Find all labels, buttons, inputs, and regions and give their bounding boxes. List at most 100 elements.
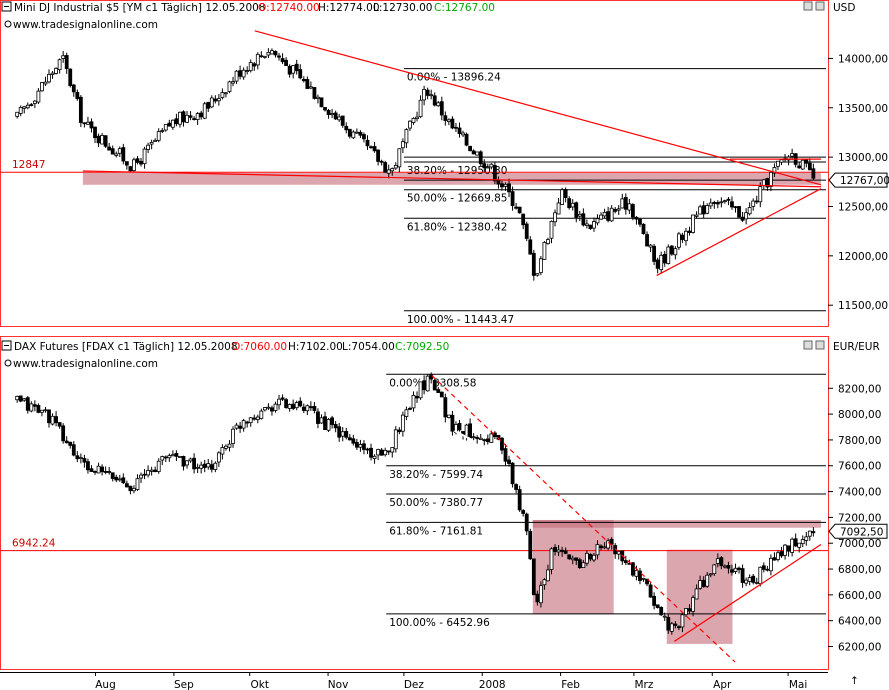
candle-body (468, 145, 473, 152)
trendline (431, 374, 736, 663)
candle-body (202, 463, 207, 468)
candle-body (206, 101, 211, 109)
candle-body (528, 531, 533, 560)
candle-body (740, 568, 745, 583)
candle-body (761, 179, 766, 186)
candle-body (705, 205, 710, 214)
candle-body (503, 183, 508, 187)
candle-body (146, 144, 150, 150)
candle-body (574, 557, 579, 561)
candle-body (344, 125, 349, 131)
candle-body (535, 593, 540, 603)
candle-body (153, 139, 158, 142)
candle-body (248, 62, 253, 72)
candle-body (592, 554, 596, 561)
x-tick-label: Feb (561, 679, 580, 690)
candle-body (393, 165, 398, 169)
candle-body (238, 70, 243, 77)
candle-body (768, 171, 773, 187)
candle-body (744, 212, 749, 220)
candle-body (163, 456, 168, 459)
candle-body (29, 403, 34, 412)
candle-body (733, 206, 738, 209)
candle-body (248, 417, 253, 424)
candle-body (202, 103, 207, 119)
candle-body (415, 396, 419, 399)
candle-body (620, 198, 625, 209)
candle-body (78, 457, 83, 459)
candle-body (54, 416, 58, 424)
dax-high: H:7102.00 (288, 341, 343, 353)
candle-body (733, 567, 738, 572)
dax-trendlines (431, 374, 822, 663)
y-tick-label: 8000,00 (838, 409, 881, 421)
candle-body (354, 131, 359, 134)
candle-body (783, 544, 787, 556)
candle-body (645, 234, 649, 247)
candle-body (347, 437, 352, 441)
candle-body (418, 381, 423, 399)
candle-body (107, 146, 112, 151)
y-tick-label: 7600,00 (838, 461, 881, 473)
candle-body (277, 55, 281, 58)
candle-body (549, 548, 554, 570)
candle-body (800, 159, 805, 170)
candle-body (188, 115, 193, 118)
dj-last-price: 12767,00 (840, 175, 889, 187)
y-tick-label: 8200,00 (838, 383, 881, 395)
candle-body (485, 166, 490, 169)
candle-body (698, 580, 703, 589)
dj-close-button[interactable] (815, 1, 825, 11)
candle-body (570, 202, 575, 208)
candle-body (772, 167, 777, 174)
candle-body (676, 233, 681, 248)
candle-body (312, 87, 317, 99)
dax-restore-button[interactable] (803, 340, 813, 350)
candle-body (641, 577, 646, 580)
candle-body (623, 197, 628, 210)
candle-body (100, 466, 104, 473)
trendline (656, 188, 822, 277)
dax-close-button[interactable] (815, 340, 825, 350)
candle-body (365, 448, 370, 451)
candle-body (15, 396, 20, 401)
scroll-arrow-icon[interactable]: ↑ (850, 675, 859, 687)
candle-body (142, 148, 147, 165)
candle-body (623, 560, 628, 564)
candle-body (489, 163, 494, 168)
candle-body (722, 200, 727, 203)
candle-body (694, 588, 699, 600)
dj-restore-button[interactable] (803, 1, 813, 11)
candle-body (153, 469, 158, 473)
candle-body (220, 92, 225, 98)
candle-body (549, 220, 554, 239)
candle-body (638, 218, 642, 225)
candle-body (50, 415, 55, 425)
candle-body (178, 455, 182, 458)
candle-body (556, 549, 561, 553)
fib-level-label: 50.00% - 7380.77 (389, 497, 483, 509)
fib-level-label: 61.80% - 7161.81 (389, 525, 483, 537)
dj-high: H:12774.00 (318, 2, 380, 14)
candle-body (68, 441, 73, 446)
dj-trendlines (82, 30, 822, 277)
candle-body (333, 112, 338, 120)
candle-body (415, 116, 419, 119)
candle-body (461, 132, 465, 136)
candle-body (47, 73, 51, 83)
dax-close: C:7092.50 (395, 341, 449, 353)
candle-body (372, 146, 377, 152)
candle-body (170, 454, 175, 457)
fib-level-label: 100.00% - 11443.47 (407, 314, 514, 326)
candle-body (439, 101, 444, 116)
candle-body (358, 444, 363, 448)
candle-body (464, 424, 469, 437)
dax-last-price: 7092,50 (840, 526, 883, 538)
candle-body (139, 474, 143, 479)
candle-body (397, 429, 402, 433)
candle-body (584, 552, 589, 564)
candle-body (581, 562, 586, 568)
candle-body (305, 79, 310, 89)
candle-body (468, 423, 473, 439)
candle-body (234, 424, 239, 429)
